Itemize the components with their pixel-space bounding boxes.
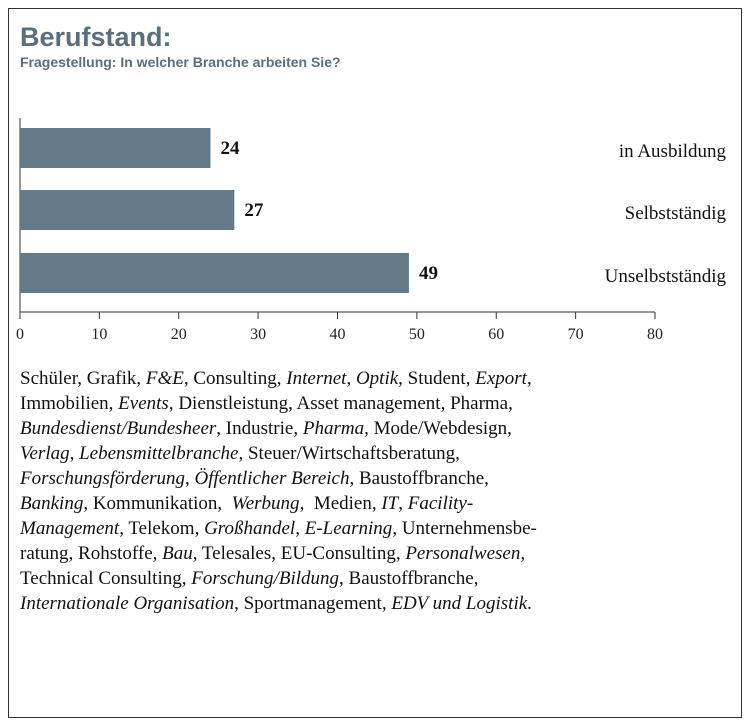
italic-text: Export (475, 368, 527, 389)
x-tick-label: 10 (91, 326, 107, 343)
text: , Baustoffbranche, (339, 568, 479, 589)
text: , Telesales, EU-Consulting, (192, 543, 406, 564)
text: Immobilien, (20, 393, 119, 414)
italic-text: F&E (145, 368, 184, 389)
text-line: Banking, Kommunikation, Werbung, Medien,… (20, 491, 537, 516)
x-tick-label: 50 (409, 326, 425, 343)
text: , Medien, (299, 493, 382, 514)
text: , Sportmanagement, (234, 593, 392, 614)
text: , Student, (398, 368, 476, 389)
text-line: Verlag, Lebensmittelbranche, Steuer/Wirt… (20, 441, 537, 466)
text: , (69, 443, 80, 464)
italic-text: Verlag (20, 443, 70, 464)
text: , Baustoffbranche, (349, 468, 489, 489)
text: Schüler, Grafik, (20, 368, 146, 389)
text: , (185, 468, 195, 489)
x-tick-label: 30 (250, 326, 266, 343)
category-label: Selbstständig (625, 203, 727, 224)
italic-text: Events (118, 393, 169, 414)
value-label: 27 (244, 200, 264, 221)
italic-text: Facility- (407, 493, 474, 514)
bar (20, 253, 409, 293)
chart-subtitle: Fragestellung: In welcher Branche arbeit… (20, 54, 341, 70)
text: , (295, 518, 305, 539)
text: , Consulting, (183, 368, 287, 389)
category-label: in Ausbildung (619, 141, 727, 162)
category-label: Unselbstständig (605, 266, 727, 287)
text: , Unternehmensbe- (392, 518, 537, 539)
italic-text: Werbung (231, 493, 300, 514)
italic-text: IT (381, 493, 399, 514)
text: , (398, 493, 408, 514)
x-tick-label: 40 (330, 326, 346, 343)
italic-text: Großhandel (204, 518, 296, 539)
x-tick-label: 20 (171, 326, 187, 343)
italic-text: Forschungsförderung (20, 468, 186, 489)
italic-text: Internationale Organisation (20, 593, 235, 614)
text: , Steuer/Wirtschaftsberatung, (238, 443, 460, 464)
italic-text: Pharma (302, 418, 365, 439)
italic-text: EDV und Logistik (391, 593, 528, 614)
text: , Industrie, (216, 418, 303, 439)
text-line: Immobilien, Events, Dienstleistung, Asse… (20, 391, 537, 416)
text: , (520, 543, 526, 564)
italic-text: Optik (355, 368, 399, 389)
text: ratung, Rohstoffe, (20, 543, 163, 564)
text: , (526, 368, 532, 389)
bar (20, 128, 211, 168)
text-line: Schüler, Grafik, F&E, Consulting, Intern… (20, 366, 537, 391)
italic-text: Banking (20, 493, 84, 514)
text-line: Technical Consulting, Forschung/Bildung,… (20, 566, 537, 591)
branch-list: Schüler, Grafik, F&E, Consulting, Intern… (20, 366, 537, 616)
text: . (527, 593, 532, 614)
italic-text: Bundesdienst/Bundesheer (20, 418, 217, 439)
text: , Mode/Webdesign, (364, 418, 512, 439)
italic-text: E-Learning (304, 518, 393, 539)
text: Technical Consulting, (20, 568, 192, 589)
value-label: 49 (419, 263, 438, 284)
italic-text: Lebensmittelbranche (79, 443, 239, 464)
bar (20, 190, 235, 230)
text-line: Bundesdienst/Bundesheer, Industrie, Phar… (20, 416, 537, 441)
text-line: ratung, Rohstoffe, Bau, Telesales, EU-Co… (20, 541, 537, 566)
text-line: Forschungsförderung, Öffentlicher Bereic… (20, 466, 537, 491)
text: , Kommunikation, (83, 493, 232, 514)
value-label: 24 (221, 138, 241, 159)
x-tick-label: 0 (16, 326, 24, 343)
italic-text: Bau (162, 543, 193, 564)
x-tick-label: 80 (647, 326, 663, 343)
italic-text: Management (20, 518, 120, 539)
text: , Dienstleistung, Asset management, Phar… (168, 393, 513, 414)
text: , (346, 368, 356, 389)
italic-text: Forschung/Bildung (191, 568, 340, 589)
text: , Telekom, (119, 518, 205, 539)
x-tick-label: 60 (488, 326, 504, 343)
text-line: Internationale Organisation, Sportmanage… (20, 591, 537, 616)
frame (8, 8, 742, 718)
italic-text: Internet (286, 368, 347, 389)
italic-text: Öffentlicher Bereich (194, 468, 350, 489)
x-tick-label: 70 (568, 326, 584, 343)
chart-title: Berufstand: (20, 22, 172, 52)
italic-text: Personalwesen (405, 543, 521, 564)
text-line: Management, Telekom, Großhandel, E-Learn… (20, 516, 537, 541)
